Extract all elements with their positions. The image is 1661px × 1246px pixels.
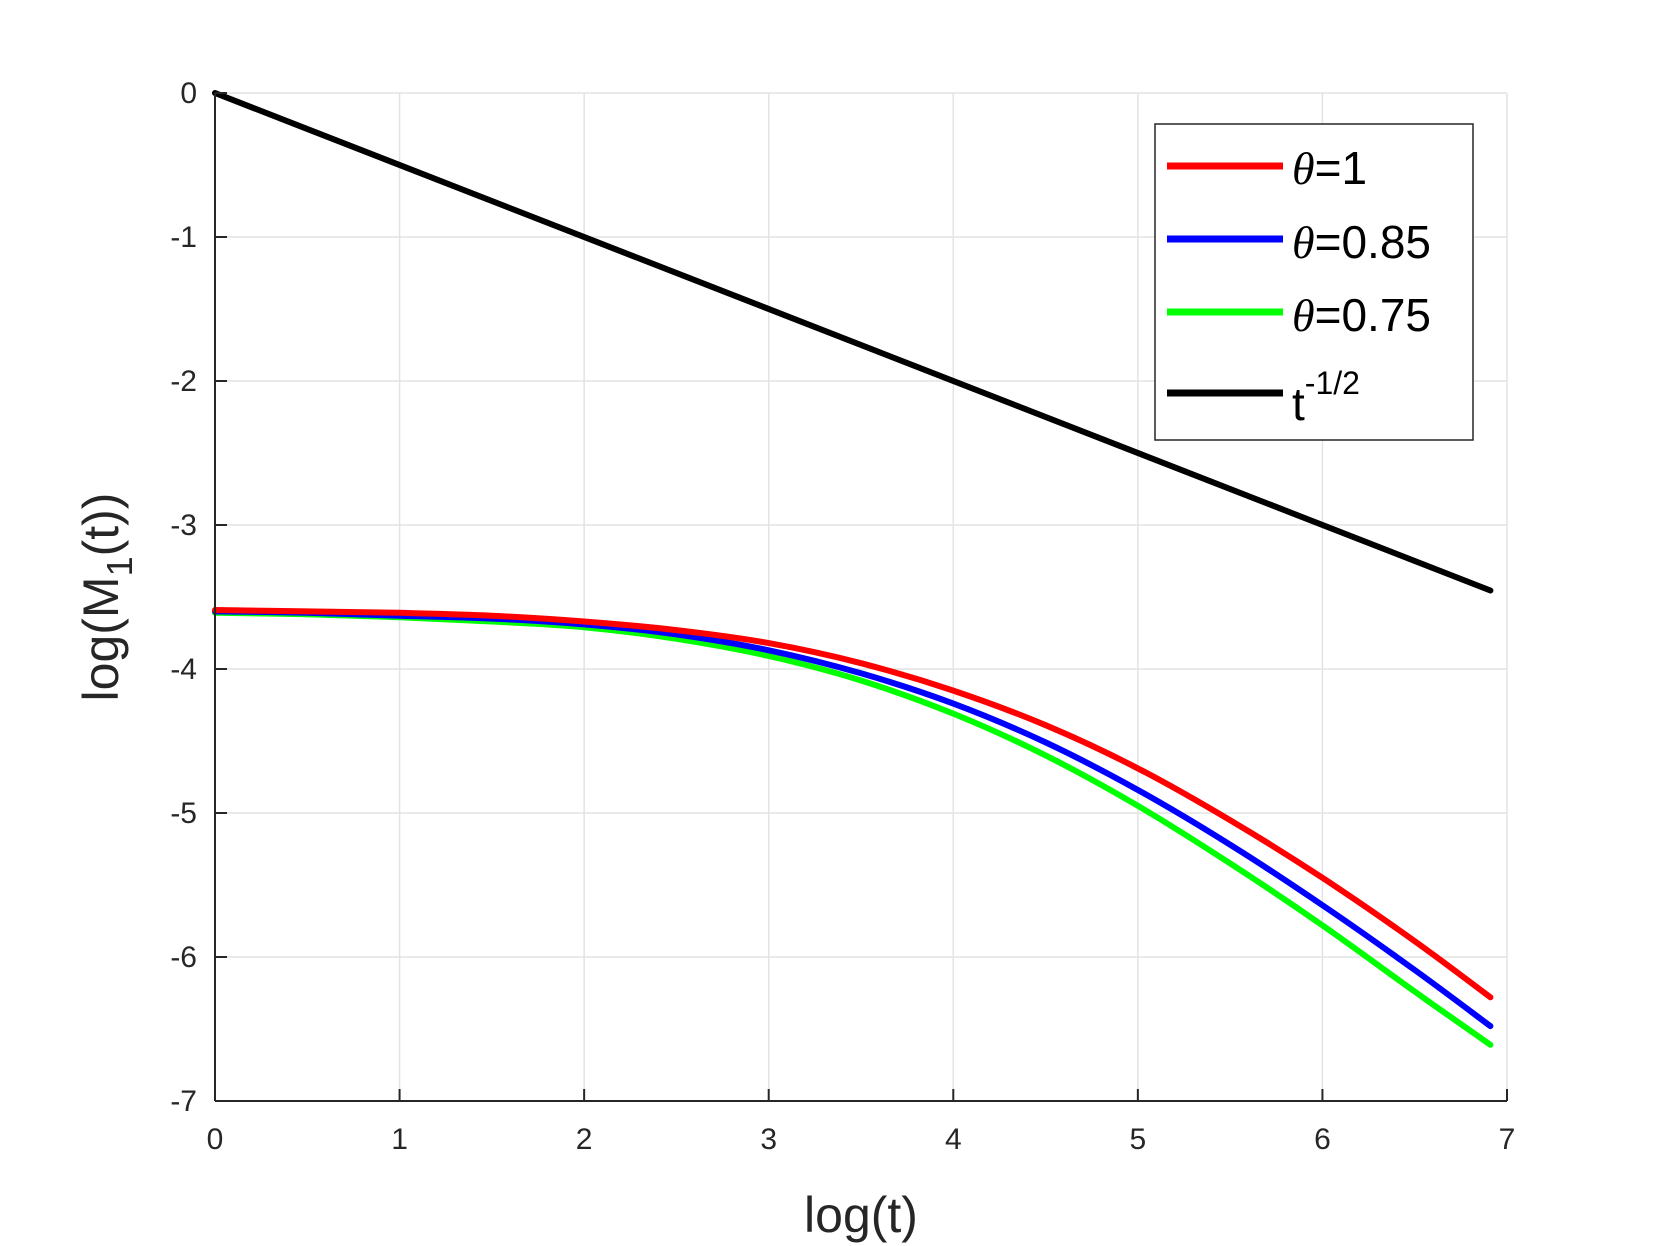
x-tick-label: 0: [207, 1123, 224, 1156]
x-tick-label: 5: [1130, 1123, 1147, 1156]
x-ticks: 0 1 2 3 4 5 6 7: [207, 1089, 1516, 1156]
x-tick-label: 6: [1314, 1123, 1331, 1156]
legend: θ=1 θ=0.85 θ=0.75 t-1/2: [1154, 123, 1474, 441]
y-tick-label: -3: [170, 509, 197, 542]
x-gridlines: [214, 93, 1508, 1101]
legend-box: [1154, 123, 1474, 441]
y-ticks: 0 -1 -2 -3 -4 -5 -6 -7: [170, 77, 227, 1118]
y-tick-label: -7: [170, 1085, 197, 1118]
x-tick-label: 1: [391, 1123, 408, 1156]
y-axis-label: log(M1(t)): [73, 493, 140, 702]
x-tick-label: 7: [1499, 1123, 1516, 1156]
series-line-theta-1: [212, 607, 1494, 1001]
axes: [214, 93, 1507, 1102]
x-tick-label: 2: [576, 1123, 593, 1156]
y-axis-label-subscript: 1: [99, 556, 140, 576]
y-tick-label: -5: [170, 797, 197, 830]
x-axis-label: log(t): [804, 1187, 918, 1243]
y-axis-label-rest: (t)): [73, 493, 129, 557]
legend-label-theta-0.85: θ=0.85: [1292, 216, 1431, 268]
legend-label-theta-1: θ=1: [1292, 142, 1367, 194]
series-line-t-power: [212, 90, 1494, 594]
y-tick-label: -1: [170, 221, 197, 254]
legend-label-theta-0.75: θ=0.75: [1292, 289, 1431, 341]
y-axis-label-base: log(M: [73, 576, 129, 701]
series-lines: [212, 90, 1494, 1048]
x-tick-label: 3: [760, 1123, 777, 1156]
y-tick-label: -2: [170, 365, 197, 398]
legend-label-t-power: t-1/2: [1292, 365, 1360, 430]
y-tick-label: -4: [170, 653, 197, 686]
x-tick-label: 4: [945, 1123, 962, 1156]
y-tick-label: -6: [170, 941, 197, 974]
y-tick-label: 0: [180, 77, 197, 110]
